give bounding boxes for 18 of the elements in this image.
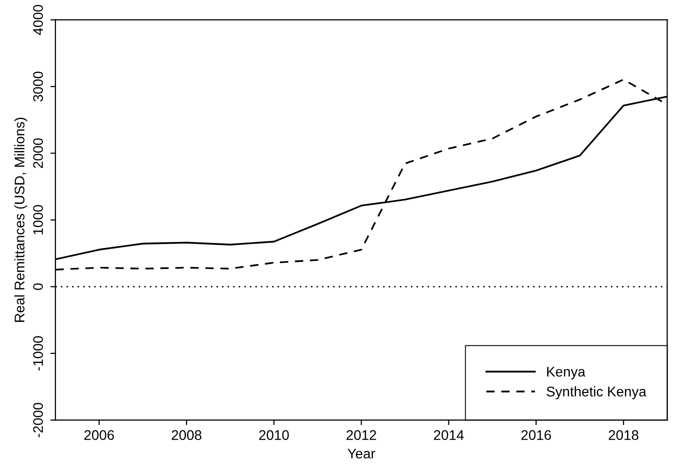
- y-tick-label: -1000: [33, 336, 43, 371]
- y-axis-title: Real Remittances (USD, Millions): [14, 118, 28, 322]
- x-tick-label: 2014: [434, 430, 464, 440]
- y-tick-label: 2000: [33, 138, 43, 168]
- x-axis-title: Year: [348, 448, 376, 459]
- legend-label: Kenya: [547, 366, 586, 380]
- y-tick-label: -2000: [33, 402, 43, 438]
- y-tick-label: 4000: [33, 4, 43, 35]
- y-tick-label: 3000: [33, 72, 43, 102]
- x-tick-label: 2006: [84, 430, 114, 440]
- x-tick-label: 2012: [346, 430, 376, 440]
- legend-label: Synthetic Kenya: [546, 386, 646, 400]
- y-tick-label: 1000: [33, 205, 43, 234]
- x-tick-label: 2010: [259, 430, 289, 440]
- x-tick-label: 2016: [521, 430, 551, 440]
- x-tick-label: 2008: [172, 430, 202, 440]
- y-tick-label: 0: [33, 283, 43, 290]
- x-tick-label: 2018: [608, 430, 638, 440]
